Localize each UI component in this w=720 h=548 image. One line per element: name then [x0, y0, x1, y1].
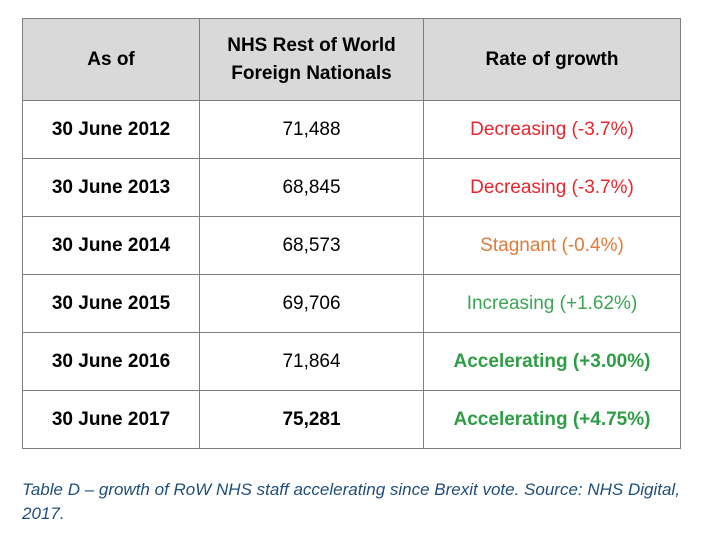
- date-cell: 30 June 2014: [22, 216, 200, 275]
- growth-rate-cell: Increasing (+1.62%): [423, 274, 681, 333]
- header-growth: Rate of growth: [423, 18, 681, 101]
- date-cell: 30 June 2017: [22, 390, 200, 449]
- header-nationals-line1: NHS Rest of World: [227, 34, 396, 56]
- growth-rate-cell: Accelerating (+4.75%): [423, 390, 681, 449]
- table-row: 30 June 2014 68,573 Stagnant (-0.4%): [22, 216, 681, 275]
- nationals-value-cell: 75,281: [199, 390, 424, 449]
- nationals-value-cell: 71,864: [199, 332, 424, 391]
- header-nationals: NHS Rest of World Foreign Nationals: [199, 18, 424, 101]
- nhs-row-staff-table: As of NHS Rest of World Foreign National…: [22, 18, 681, 449]
- table-row: 30 June 2013 68,845 Decreasing (-3.7%): [22, 158, 681, 217]
- growth-rate-cell: Accelerating (+3.00%): [423, 332, 681, 391]
- date-cell: 30 June 2016: [22, 332, 200, 391]
- header-row: As of NHS Rest of World Foreign National…: [22, 18, 681, 101]
- table-caption: Table D – growth of RoW NHS staff accele…: [22, 480, 680, 523]
- table-body: 30 June 2012 71,488 Decreasing (-3.7%) 30 J…: [22, 100, 681, 449]
- date-cell: 30 June 2012: [22, 100, 200, 159]
- growth-rate-cell: Stagnant (-0.4%): [423, 216, 681, 275]
- table-row: 30 June 2012 71,488 Decreasing (-3.7%): [22, 100, 681, 159]
- growth-rate-cell: Decreasing (-3.7%): [423, 100, 681, 159]
- growth-rate-cell: Decreasing (-3.7%): [423, 158, 681, 217]
- header-as-of: As of: [22, 18, 200, 101]
- header-nationals-line2: Foreign Nationals: [231, 62, 392, 84]
- table-row: 30 June 2015 69,706 Increasing (+1.62%): [22, 274, 681, 333]
- nationals-value-cell: 68,573: [199, 216, 424, 275]
- table-row: 30 June 2016 71,864 Accelerating (+3.00%): [22, 332, 681, 391]
- date-cell: 30 June 2015: [22, 274, 200, 333]
- nationals-value-cell: 69,706: [199, 274, 424, 333]
- nationals-value-cell: 68,845: [199, 158, 424, 217]
- nationals-value-cell: 71,488: [199, 100, 424, 159]
- date-cell: 30 June 2013: [22, 158, 200, 217]
- table-row: 30 June 2017 75,281 Accelerating (+4.75%): [22, 390, 681, 449]
